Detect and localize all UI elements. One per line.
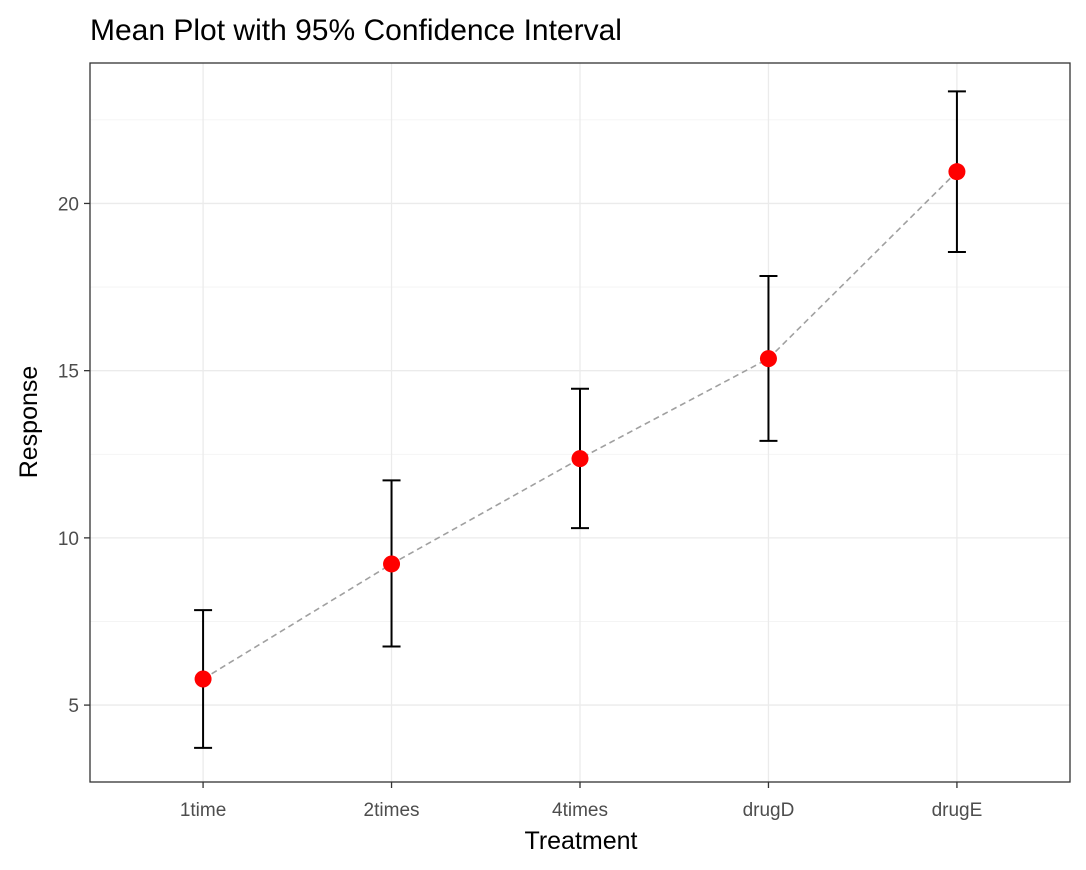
grid-lines: [90, 63, 1070, 782]
y-tick-label: 10: [58, 529, 79, 550]
x-tick-label: 2times: [364, 800, 420, 821]
mean-series: [194, 90, 966, 749]
x-axis-title: Treatment: [524, 827, 637, 855]
mean-point-drugE: [948, 163, 966, 181]
x-tick-label: 4times: [552, 800, 608, 821]
mean-point-4times: [571, 450, 589, 468]
x-tick-label: 1time: [180, 800, 226, 821]
y-tick-label: 5: [68, 696, 79, 717]
x-axis: 1time 2times 4times drugD drugE: [180, 782, 982, 821]
panel-border: [89, 62, 1071, 783]
x-tick-label: drugE: [932, 800, 983, 821]
y-tick-label: 15: [58, 362, 79, 383]
y-axis-title: Response: [15, 366, 43, 479]
mean-point-1time: [194, 670, 212, 688]
mean-point-drugD: [759, 350, 777, 368]
x-tick-label: drugD: [743, 800, 795, 821]
mean-point-2times: [383, 555, 401, 573]
y-tick-label: 20: [58, 194, 79, 215]
y-axis: 5 10 15 20: [58, 194, 90, 717]
chart-title: Mean Plot with 95% Confidence Interval: [90, 14, 622, 47]
